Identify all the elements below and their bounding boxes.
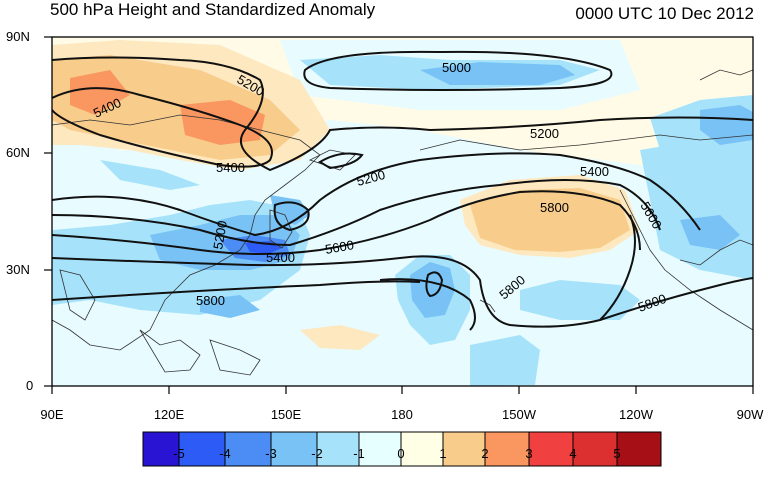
coastlines <box>52 69 753 376</box>
contour-label: 5400 <box>580 164 609 179</box>
lon-label-120w: 120W <box>619 407 653 422</box>
colorbar-box <box>572 431 618 467</box>
contour-label: 5200 <box>530 126 559 141</box>
contour-label: 5000 <box>442 60 471 75</box>
colorbar-box <box>400 431 444 467</box>
colorbar-label: -5 <box>173 446 185 461</box>
lat-label-0: 0 <box>26 378 34 393</box>
lon-label-120e: 120E <box>153 407 185 422</box>
colorbar-label: 4 <box>569 446 577 461</box>
colorbar-label: 5 <box>613 446 621 461</box>
lat-label-30n: 30N <box>6 262 30 277</box>
lat-label-90n: 90N <box>6 29 30 44</box>
contour-label: 5200 <box>210 219 230 250</box>
colorbar-label: -1 <box>353 446 365 461</box>
contour-label: 5800 <box>540 200 569 215</box>
height-contours <box>52 50 753 331</box>
colorbar-box <box>616 431 662 467</box>
lon-label-180: 180 <box>391 407 413 422</box>
lon-label-90w: 90W <box>736 407 764 422</box>
colorbar-box <box>358 431 402 467</box>
colorbar-box <box>528 431 574 467</box>
lon-label-150e: 150E <box>270 407 302 422</box>
colorbar-box <box>142 431 180 467</box>
lon-label-150w: 150W <box>502 407 536 422</box>
colorbar-box <box>316 431 360 467</box>
colorbar-label: -2 <box>311 446 323 461</box>
colorbar-label: 3 <box>525 446 533 461</box>
colorbar-label: 1 <box>439 446 447 461</box>
axis-ticks <box>44 36 754 394</box>
contour-label: 5200 <box>355 167 387 189</box>
lon-label-90e: 90E <box>40 407 64 422</box>
colorbar-label: -3 <box>265 446 277 461</box>
colorbar-box <box>484 431 530 467</box>
colorbar-box <box>270 431 318 467</box>
map-title: 500 hPa Height and Standardized Anomaly <box>50 0 376 19</box>
contour-label: 5600 <box>324 237 355 257</box>
contour-label: 5400 <box>216 160 245 175</box>
colorbar-box <box>442 431 486 467</box>
colorbar-label: 0 <box>397 446 405 461</box>
valid-time: 0000 UTC 10 Dec 2012 <box>575 4 754 23</box>
lat-label-60n: 60N <box>6 145 30 160</box>
colorbar-label: 2 <box>481 446 489 461</box>
colorbar-box <box>178 431 226 467</box>
colorbar <box>142 431 662 467</box>
contour-label: 5400 <box>266 250 295 265</box>
colorbar-box <box>224 431 272 467</box>
contour-label: 5800 <box>196 293 225 308</box>
colorbar-label: -4 <box>219 446 231 461</box>
